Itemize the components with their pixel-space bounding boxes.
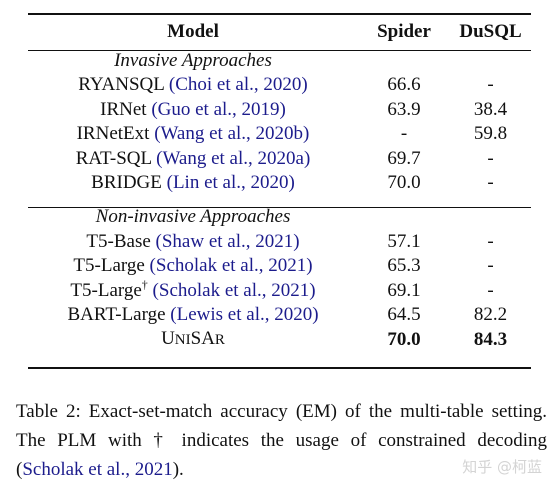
dusql-score: - [487,255,494,277]
caption-citation-link[interactable]: Scholak et al., 2021 [22,459,173,480]
model-name: RYANSQL [78,74,165,96]
group-title-row: Invasive Approaches [28,49,531,73]
dusql-score: 38.4 [473,98,508,120]
dusql-score: - [487,74,494,96]
group-title-invasive: Invasive Approaches [114,50,272,71]
group-spacer [28,195,531,205]
citation-link[interactable]: Guo et al., 2019 [157,98,280,120]
table-caption: Table 2: Exact-set-match accuracy (EM) o… [16,401,547,480]
table-row: BART-Large (Lewis et al., 2020) 64.5 82.… [28,303,531,327]
citation-link[interactable]: Wang et al., 2020b [160,123,304,145]
dagger-marker: † [141,277,148,292]
table-row: RYANSQL (Choi et al., 2020) 66.6 - [28,73,531,97]
citation-link[interactable]: Lewis et al., 2020 [176,304,313,326]
table-row: T5-Large (Scholak et al., 2021) 65.3 - [28,254,531,278]
bottom-rule [28,367,531,369]
spider-score: 57.1 [387,230,421,252]
citation-link[interactable]: Scholak et al., 2021 [158,279,310,301]
top-rule [28,13,531,15]
citation-link[interactable]: Scholak et al., 2021 [155,255,307,277]
model-name: BRIDGE [91,172,162,194]
group-title-non-invasive: Non-invasive Approaches [95,206,291,228]
dusql-score: 82.2 [473,304,508,326]
spider-score: 69.7 [387,147,421,169]
spider-score: 65.3 [387,255,421,277]
table-row: T5-Base (Shaw et al., 2021) 57.1 - [28,230,531,254]
citation-link[interactable]: Choi et al., 2020 [175,74,302,96]
header-model: Model [167,20,219,42]
header-dusql: DuSQL [459,20,522,42]
spider-score: 70.0 [387,172,421,194]
spider-score-best: 70.0 [387,328,421,350]
model-name: BART-Large [67,304,166,326]
dusql-score: - [487,230,494,252]
table-row: RAT-SQL (Wang et al., 2020a) 69.7 - [28,147,531,171]
model-name-unisar: UNISAR [161,328,225,350]
results-table: Model Spider DuSQL Invasive Approaches R… [28,15,531,353]
header-rule [28,50,531,51]
citation-link[interactable]: Lin et al., 2020 [172,172,289,194]
dusql-score: 59.8 [473,123,508,145]
table-row: T5-Large† (Scholak et al., 2021) 69.1 - [28,277,531,303]
group-divider-rule [28,207,531,208]
model-name: IRNet [100,98,147,120]
table-row: BRIDGE (Lin et al., 2020) 70.0 - [28,171,531,195]
watermark: 知乎 @柯蓝 [462,458,542,476]
table-row-unisar: UNISAR 70.0 84.3 [28,327,531,352]
spider-score: 63.9 [387,98,421,120]
header-row: Model Spider DuSQL [28,15,531,49]
table-row: IRNet (Guo et al., 2019) 63.9 38.4 [28,98,531,122]
spider-score: 69.1 [387,279,421,301]
header-spider: Spider [377,20,431,42]
model-name: T5-Large [73,255,145,277]
spider-score: - [400,123,408,145]
spider-score: 66.6 [387,74,421,96]
citation-link[interactable]: Shaw et al., 2021 [161,230,294,252]
model-name: RAT-SQL [75,147,152,169]
model-name: IRNetExt [76,123,150,145]
dusql-score: - [487,279,494,301]
model-name: T5-Large [70,279,142,301]
dusql-score: - [487,147,494,169]
group-title-row: Non-invasive Approaches [28,205,531,229]
table-row: IRNetExt (Wang et al., 2020b) - 59.8 [28,122,531,146]
spider-score: 64.5 [387,304,421,326]
dusql-score: - [487,172,494,194]
dusql-score-best: 84.3 [473,328,508,350]
model-name: T5-Base [86,230,151,252]
citation-link[interactable]: Wang et al., 2020a [162,147,304,169]
